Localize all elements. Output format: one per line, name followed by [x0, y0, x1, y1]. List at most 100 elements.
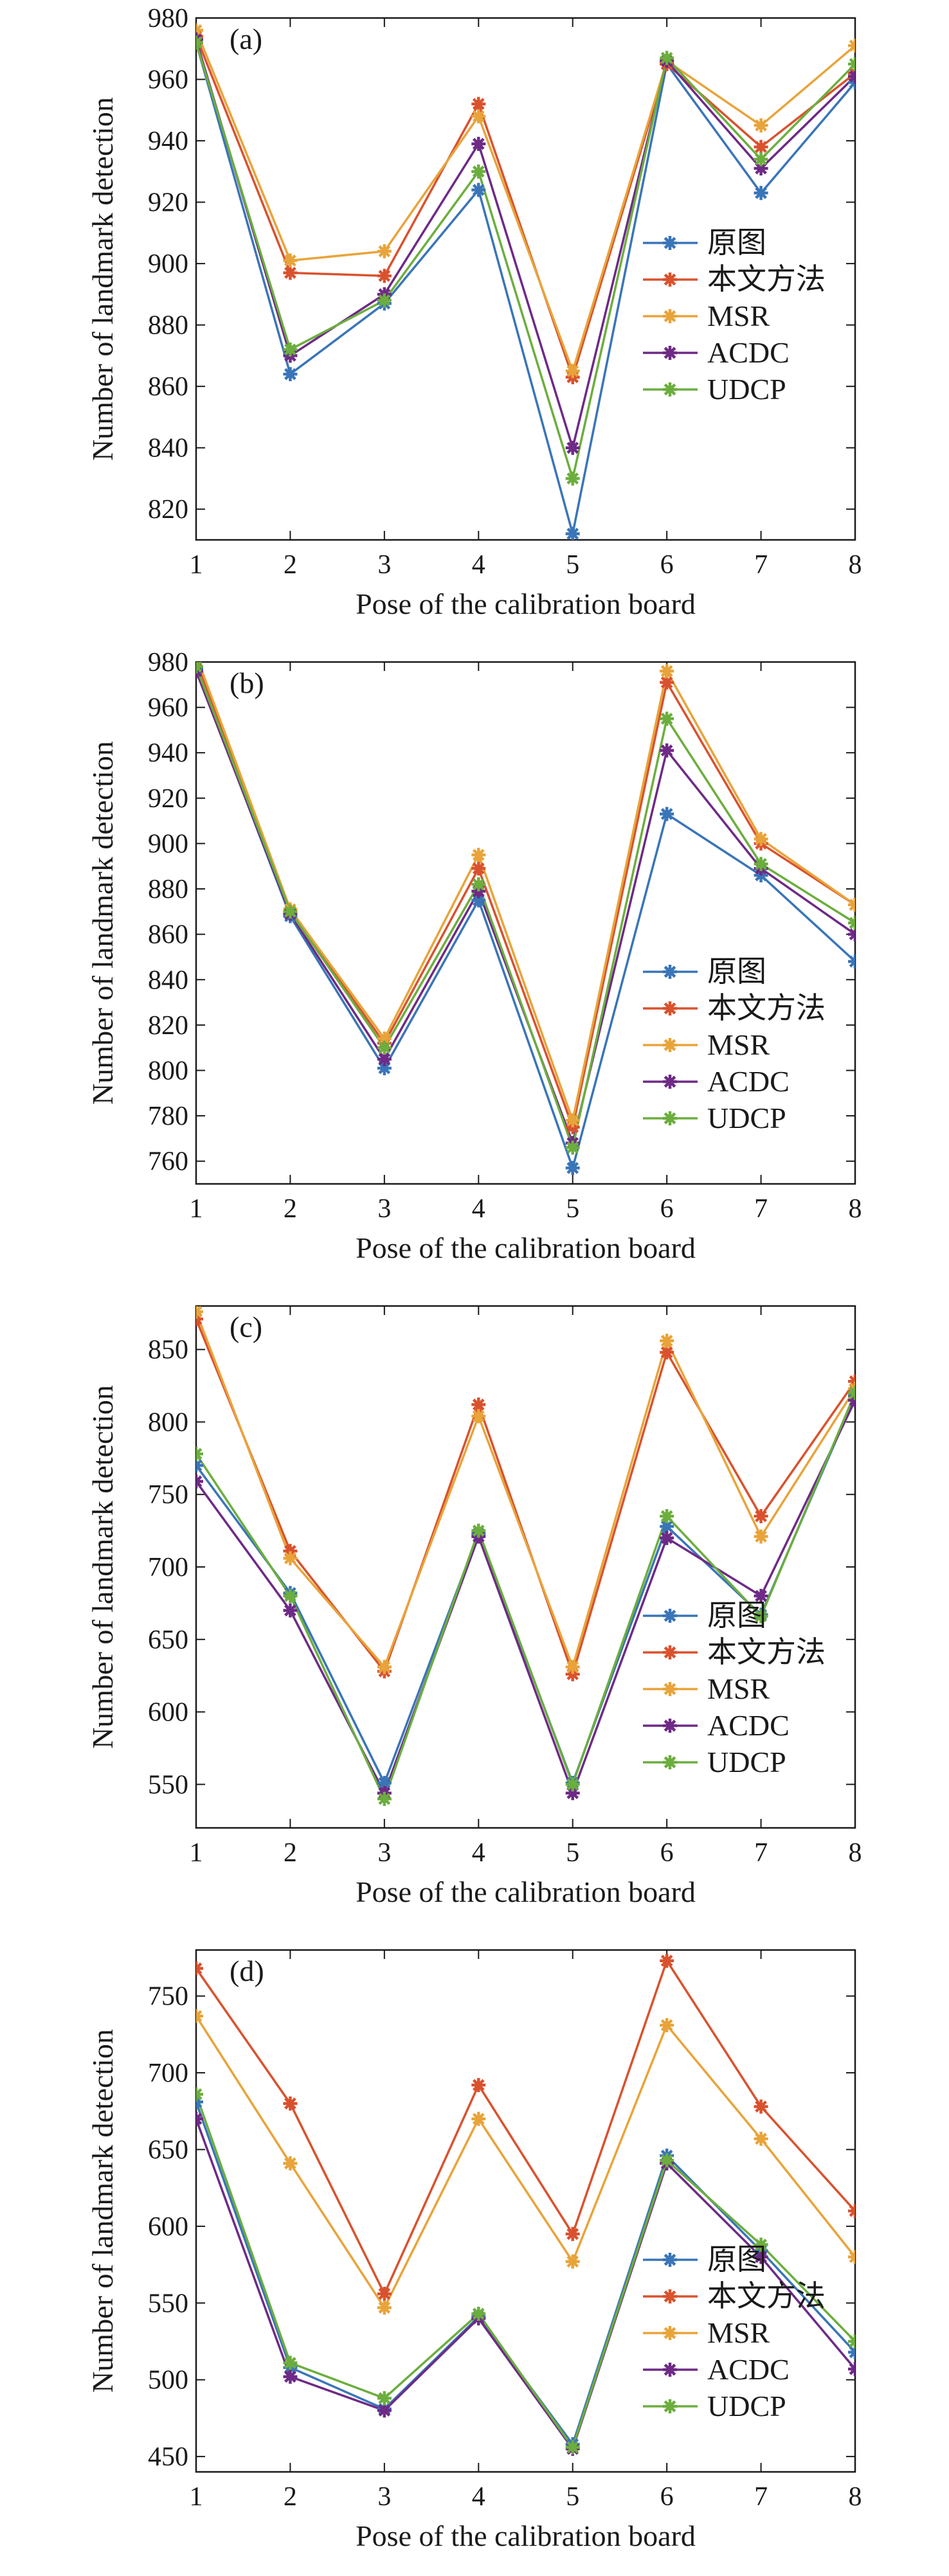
legend-marker-core	[667, 1686, 673, 1692]
chart-panel-a: 820 840 860 880 900 920 940 960 980 1 2 3 4 5 6 7 8 Pose …	[0, 0, 949, 644]
x-axis-title: Pose of the calibration board	[356, 1231, 696, 1264]
data-point-core	[475, 1401, 482, 1408]
data-point-core	[475, 100, 482, 107]
x-tick-label: 8	[849, 1838, 862, 1868]
data-point-core	[664, 679, 671, 686]
y-tick-label: 820	[148, 1011, 188, 1041]
legend-entry-label: ACDC	[707, 2353, 790, 2386]
data-point-core	[757, 1613, 764, 1620]
series-line-3	[196, 1311, 855, 1671]
y-tick-label: 750	[148, 1480, 188, 1510]
data-point-core	[757, 1513, 764, 1520]
data-point-core	[664, 1513, 671, 1520]
data-point-core	[381, 273, 388, 280]
legend-marker-core	[667, 350, 673, 356]
data-point-core	[664, 1534, 671, 1541]
data-point-core	[757, 122, 764, 129]
x-axis-title: Pose of the calibration board	[356, 1875, 696, 1908]
data-point-core	[757, 2253, 764, 2260]
y-tick-label: 650	[148, 1625, 188, 1655]
x-tick-label: 3	[377, 1194, 391, 1224]
data-point-core	[664, 2157, 671, 2164]
x-tick-label: 2	[284, 1838, 297, 1868]
data-point-core	[852, 958, 855, 965]
plot-frame	[195, 17, 856, 541]
data-point-core	[196, 2115, 199, 2122]
chart-panel-b: 760 780 800 820 840 860 880 900 920 940 960 980 1 2 3 4…	[0, 644, 949, 1288]
legend-entry-label: UDCP	[707, 1746, 786, 1778]
y-tick-label: 850	[148, 1336, 188, 1365]
data-point-core	[852, 73, 855, 80]
data-point-core	[381, 2407, 388, 2414]
legend-marker-core	[667, 2366, 673, 2373]
data-point-core	[287, 2160, 294, 2167]
y-tick-label: 840	[148, 434, 188, 463]
x-tick-label: 6	[660, 1838, 674, 1868]
x-tick-label: 3	[377, 550, 391, 580]
data-point-core	[569, 2444, 576, 2451]
data-point-core	[381, 1055, 388, 1062]
data-point-core	[569, 1144, 576, 1151]
legend-marker-core	[667, 313, 673, 319]
data-point-core	[852, 920, 855, 926]
y-tick-label: 980	[148, 648, 188, 677]
data-point-core	[475, 1413, 482, 1420]
data-point-core	[757, 143, 764, 150]
data-point-core	[193, 652, 199, 658]
x-tick-label: 6	[660, 1194, 674, 1224]
series-line-3	[197, 662, 855, 1125]
data-point-core	[852, 42, 855, 49]
data-point-core	[664, 810, 671, 818]
legend-entry-label: 原图	[707, 2243, 766, 2276]
data-point-core	[475, 865, 482, 872]
legend-marker-core	[667, 1115, 673, 1122]
data-point-core	[196, 2012, 199, 2019]
data-point-core	[287, 908, 294, 915]
legend-marker-core	[667, 1005, 673, 1012]
data-point-core	[852, 2253, 855, 2260]
data-point-core	[664, 1337, 671, 1345]
data-point-core	[664, 715, 671, 722]
x-tick-label: 1	[190, 550, 203, 580]
data-point-core	[381, 297, 388, 304]
x-tick-label: 5	[566, 1194, 579, 1224]
data-point-core	[569, 444, 576, 451]
data-point-core	[757, 2135, 764, 2142]
data-point-core	[569, 1663, 576, 1670]
y-axis-title: Number of landmark detection	[86, 97, 119, 461]
data-point-core	[287, 2359, 294, 2366]
data-point-core	[852, 2338, 855, 2345]
data-point-core	[475, 881, 482, 888]
y-tick-label: 940	[148, 127, 188, 156]
data-point-core	[569, 1117, 576, 1124]
y-tick-label: 760	[148, 1147, 188, 1177]
y-tick-label: 920	[148, 188, 188, 218]
data-point-core	[569, 1165, 576, 1172]
legend-marker-core	[667, 276, 673, 283]
x-tick-label: 1	[190, 2482, 203, 2512]
data-point-core	[381, 1663, 388, 1670]
x-tick-label: 3	[377, 2482, 391, 2512]
data-point-core	[287, 371, 294, 378]
series-line-1	[196, 668, 855, 1172]
legend-marker-core	[667, 240, 673, 246]
x-tick-label: 1	[190, 1838, 203, 1868]
legend-entry-label: MSR	[707, 300, 770, 332]
legend-entry-label: UDCP	[707, 373, 786, 406]
series-line-3	[196, 30, 855, 375]
panel-label: (d)	[230, 1954, 264, 1987]
data-point-core	[381, 1035, 388, 1042]
y-tick-label: 860	[148, 372, 188, 402]
data-point-core	[757, 1593, 764, 1600]
legend-marker-core	[667, 1649, 673, 1656]
line-chart-d: 450 500 550 600 650 700 750 1 2 3 4 5 6 7 8 Pose of the…	[86, 1949, 862, 2552]
data-point-core	[757, 1533, 764, 1540]
data-point-core	[196, 1451, 199, 1458]
x-tick-label: 8	[849, 550, 862, 580]
panel-label: (a)	[230, 22, 262, 55]
y-tick-label: 800	[148, 1056, 188, 1086]
data-point-core	[196, 1309, 199, 1316]
x-tick-label: 2	[284, 1194, 297, 1224]
